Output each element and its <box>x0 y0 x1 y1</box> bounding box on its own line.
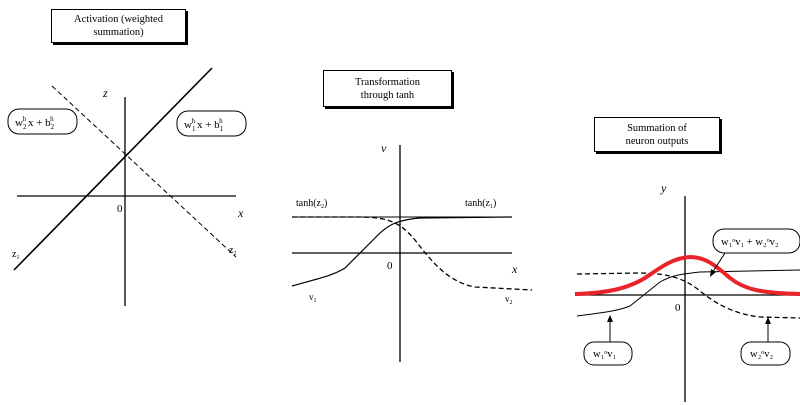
summation-eq-w1v1: w₁ᵒv₁ <box>593 349 616 360</box>
tanh-z2-label: tanh(z2) <box>296 198 327 210</box>
summation-title-box: Summation of neuron outputs <box>594 117 720 152</box>
summation-eq-w1v1-bubble <box>583 341 633 366</box>
transformation-title-box: Transformation through tanh <box>323 70 452 107</box>
summation-eq-sum: w₁ᵒv₁ + w₂ᵒv₂ <box>721 237 779 248</box>
tanh-z1-label: tanh(z1) <box>465 198 496 210</box>
summation-eq-w2v2: w₂ᵒv₂ <box>750 349 774 360</box>
activation-eq-left: w2h x + b2h <box>15 115 55 131</box>
tanh-curve-v2 <box>292 216 533 291</box>
summation-origin-label: 0 <box>675 302 681 314</box>
transformation-panel: v x 0 tanh(z2) tanh(z1) v1 v2 <box>291 141 533 362</box>
summation-eq-sum-arrowhead <box>710 269 716 277</box>
summation-w2v2-arrowhead <box>765 317 771 324</box>
activation-eq-right-bubble <box>176 110 247 137</box>
summation-w1v1-curve <box>576 269 800 317</box>
activation-x-axis-label: x <box>237 206 244 220</box>
activation-z1-label: z1 <box>12 249 19 261</box>
transformation-x-axis-label: x <box>511 262 518 276</box>
activation-panel: z x 0 z1 z2 w2h x + b2h w1h x + b1h <box>7 67 247 306</box>
summation-w1v1-arrowhead <box>607 315 613 322</box>
transformation-v-axis-label: v <box>381 141 387 155</box>
summation-eq-sum-pointer <box>711 252 726 274</box>
tanh-curve-v1 <box>291 216 513 287</box>
activation-line-z1 <box>13 67 213 271</box>
transformation-origin-label: 0 <box>387 260 393 272</box>
activation-eq-left-bubble <box>7 108 78 135</box>
summation-y-axis-label: y <box>660 181 667 195</box>
summation-eq-w2v2-bubble <box>740 341 791 366</box>
activation-title: Activation (weighted summation) <box>74 14 163 38</box>
summation-title: Summation of neuron outputs <box>625 122 689 147</box>
v1-label: v1 <box>309 292 317 304</box>
activation-origin-label: 0 <box>117 203 123 215</box>
activation-z2-label: z2 <box>229 245 236 257</box>
summation-w2v2-curve <box>576 272 800 319</box>
v2-label: v2 <box>505 294 513 306</box>
summation-eq-sum-bubble <box>712 228 800 254</box>
transformation-title: Transformation through tanh <box>355 76 420 101</box>
activation-eq-right: w1h x + b1h <box>184 117 224 133</box>
activation-title-box: Activation (weighted summation) <box>51 9 186 43</box>
activation-z-axis-label: z <box>102 86 108 100</box>
summation-panel: y 0 w₁ᵒv₁ + w₂ᵒv₂ w₁ᵒv₁ w₂ᵒv₂ <box>574 181 800 402</box>
summation-total-curve <box>574 254 800 296</box>
activation-line-z2 <box>51 85 237 258</box>
